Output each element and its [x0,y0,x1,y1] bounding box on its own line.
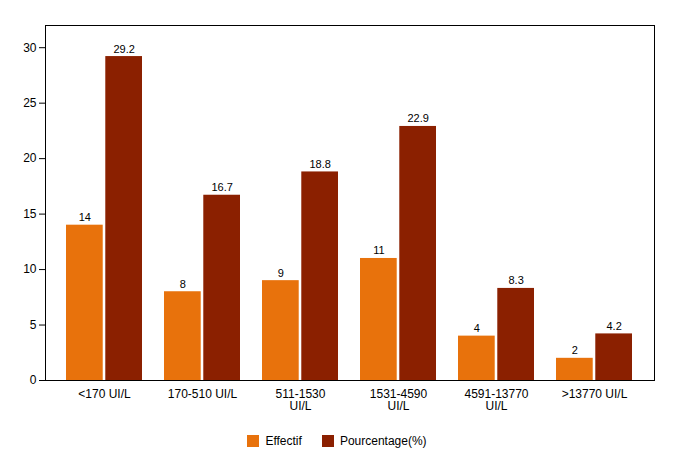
svg-text:4.2: 4.2 [606,320,621,332]
svg-text:511-1530UI/L: 511-1530UI/L [276,387,326,413]
svg-text:5: 5 [30,318,37,332]
svg-text:22.9: 22.9 [407,112,428,124]
svg-text:2: 2 [572,344,578,356]
svg-text:8.3: 8.3 [508,274,523,286]
svg-text:4591-13770UI/L: 4591-13770UI/L [464,387,528,413]
svg-text:170-510 UI/L: 170-510 UI/L [168,387,238,401]
svg-text:30: 30 [23,41,37,55]
svg-text:20: 20 [23,151,37,165]
svg-text:<170 UI/L: <170 UI/L [78,387,131,401]
svg-text:8: 8 [180,278,186,290]
svg-text:15: 15 [23,207,37,221]
html-text:Pourcentage(%): Pourcentage(%) [339,434,427,448]
html-text:Effectif: Effectif [265,434,302,448]
svg-text:>13770 UI/L: >13770 UI/L [562,387,628,401]
svg-text:14: 14 [79,211,91,223]
svg-text:1531-4590UI/L: 1531-4590UI/L [370,387,428,413]
svg-text:18.8: 18.8 [309,158,330,170]
svg-text:0: 0 [30,373,37,387]
svg-text:10: 10 [23,262,37,276]
svg-text:9: 9 [278,267,284,279]
svg-text:16.7: 16.7 [211,181,232,193]
svg-text:25: 25 [23,96,37,110]
svg-text:11: 11 [373,244,384,256]
svg-text:4: 4 [474,322,480,334]
svg-text:29.2: 29.2 [113,43,134,55]
